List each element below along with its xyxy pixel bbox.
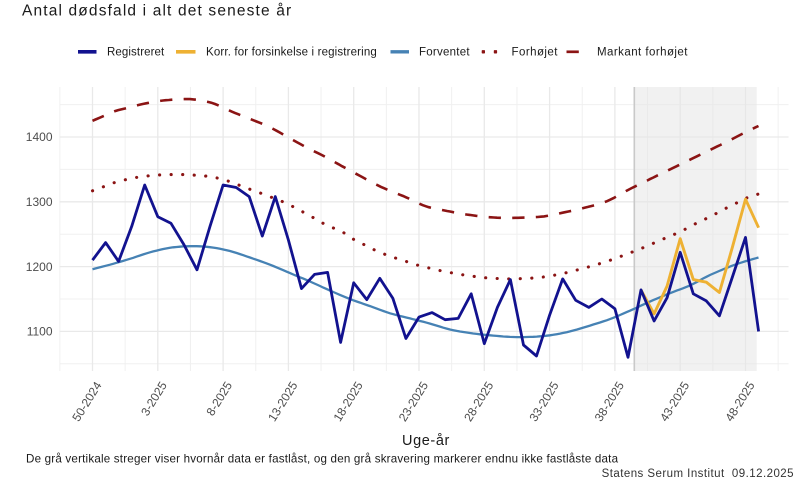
svg-text:Forventet: Forventet bbox=[419, 47, 470, 59]
svg-text:1100: 1100 bbox=[27, 325, 53, 339]
svg-text:1300: 1300 bbox=[26, 195, 53, 209]
svg-text:De grå vertikale streger viser: De grå vertikale streger viser hvornår d… bbox=[26, 453, 619, 466]
svg-text:Markant forhøjet: Markant forhøjet bbox=[597, 47, 688, 59]
svg-text:Uge-år: Uge-år bbox=[402, 433, 450, 449]
svg-text:Forhøjet: Forhøjet bbox=[512, 47, 559, 59]
svg-text:1400: 1400 bbox=[26, 130, 53, 144]
svg-text:Antal dødsfald i alt det senes: Antal dødsfald i alt det seneste år bbox=[22, 3, 292, 20]
svg-text:1200: 1200 bbox=[26, 260, 53, 274]
svg-text:Registreret: Registreret bbox=[107, 47, 165, 59]
svg-text:Korr. for forsinkelse i regist: Korr. for forsinkelse i registrering bbox=[206, 47, 377, 59]
svg-text:Statens Serum Institut 09.12.: Statens Serum Institut 09.12.2025 bbox=[602, 468, 794, 480]
